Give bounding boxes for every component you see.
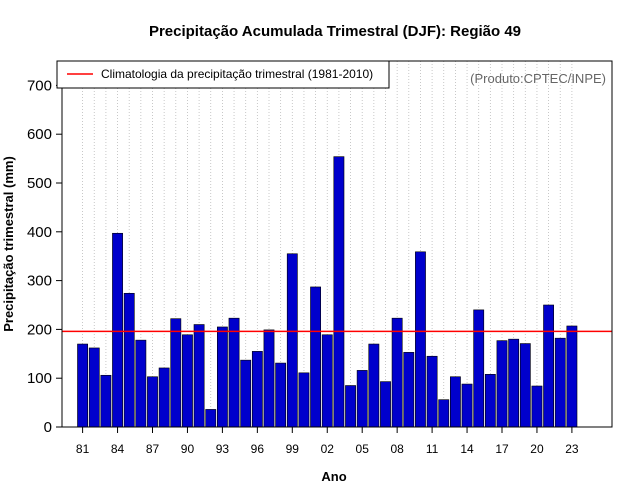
bar-82 — [88, 347, 100, 428]
bar-11 — [426, 355, 438, 428]
bar-17 — [496, 340, 508, 428]
bar-13 — [449, 376, 461, 428]
x-tick-label-93: 93 — [216, 442, 230, 456]
x-tick-label-84: 84 — [111, 442, 125, 456]
x-axis-ticks: 81 84 87 90 93 96 99 02 05 08 11 14 17 20 23 — [76, 427, 579, 456]
x-tick-label-23: 23 — [565, 442, 579, 456]
bar-06 — [368, 343, 380, 428]
y-tick-label-200: 200 — [27, 321, 52, 338]
bar-83 — [100, 374, 112, 428]
x-tick-label-81: 81 — [76, 442, 90, 456]
bar-20 — [531, 385, 543, 428]
bar-09 — [403, 352, 415, 428]
bar-90 — [182, 334, 193, 428]
bar-04 — [345, 385, 356, 428]
legend-label: Climatologia da precipitação trimestral … — [101, 67, 373, 81]
bar-22 — [554, 337, 566, 428]
bar-89 — [170, 318, 182, 428]
x-tick-label-20: 20 — [530, 442, 544, 456]
bar-81 — [77, 343, 88, 428]
bar-05 — [356, 370, 368, 428]
bar-14 — [461, 383, 473, 428]
y-axis-ticks: 0 100 200 300 400 500 600 700 — [27, 77, 62, 436]
x-tick-label-14: 14 — [460, 442, 474, 456]
bar-91 — [193, 324, 205, 428]
credit-text: (Produto:CPTEC/INPE) — [470, 71, 606, 86]
x-tick-label-17: 17 — [495, 442, 509, 456]
x-tick-label-08: 08 — [390, 442, 404, 456]
bar-02 — [321, 334, 333, 428]
y-tick-label-600: 600 — [27, 126, 52, 143]
bar-86 — [135, 339, 147, 428]
bar-01 — [310, 286, 321, 428]
bar-87 — [147, 376, 158, 428]
bar-94 — [228, 317, 240, 428]
bar-07 — [380, 381, 391, 428]
y-tick-label-0: 0 — [44, 419, 52, 436]
x-tick-label-87: 87 — [146, 442, 160, 456]
x-tick-label-99: 99 — [286, 442, 300, 456]
bar-96 — [251, 351, 263, 428]
bar-99 — [286, 253, 298, 428]
bar-84 — [112, 232, 123, 428]
bar-08 — [391, 317, 403, 428]
bar-92 — [205, 409, 217, 428]
bars — [77, 156, 578, 428]
bar-93 — [217, 326, 228, 428]
y-tick-label-100: 100 — [27, 370, 52, 387]
gridlines — [82, 61, 573, 427]
bar-23 — [566, 325, 578, 428]
chart-title: Precipitação Acumulada Trimestral (DJF):… — [149, 23, 521, 40]
x-tick-label-90: 90 — [181, 442, 195, 456]
x-tick-label-11: 11 — [426, 442, 439, 456]
bar-98 — [275, 362, 287, 428]
bar-88 — [158, 367, 170, 428]
y-tick-label-300: 300 — [27, 273, 52, 290]
x-tick-label-05: 05 — [356, 442, 370, 456]
y-axis-label: Precipitação trimestral (mm) — [1, 156, 16, 332]
y-tick-label-400: 400 — [27, 224, 52, 241]
y-tick-label-500: 500 — [27, 175, 52, 192]
bar-85 — [123, 292, 135, 428]
bar-16 — [484, 373, 496, 428]
bar-10 — [415, 251, 426, 428]
x-axis-label: Ano — [321, 469, 346, 484]
y-tick-label-700: 700 — [27, 77, 52, 94]
bar-00 — [298, 372, 310, 428]
bar-21 — [543, 304, 554, 428]
x-tick-label-96: 96 — [251, 442, 265, 456]
bar-97 — [263, 329, 275, 428]
bar-95 — [240, 359, 252, 428]
bar-03 — [333, 156, 345, 428]
bar-12 — [438, 399, 450, 428]
x-tick-label-02: 02 — [321, 442, 335, 456]
bar-15 — [473, 309, 485, 428]
bar-18 — [508, 338, 520, 428]
legend-box — [56, 60, 390, 89]
legend: Climatologia da precipitação trimestral … — [56, 60, 390, 89]
bar-19 — [519, 343, 531, 428]
